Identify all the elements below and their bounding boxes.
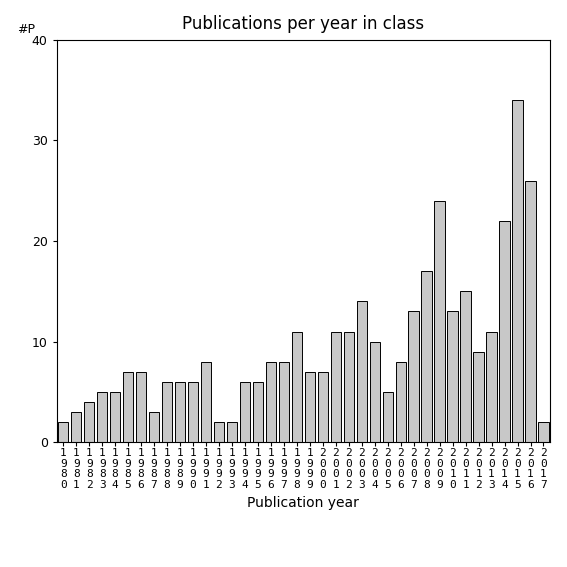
Bar bbox=[525, 180, 536, 442]
Bar bbox=[473, 352, 484, 442]
Bar bbox=[240, 382, 250, 442]
Text: #P: #P bbox=[17, 23, 35, 36]
Bar bbox=[460, 291, 471, 442]
Bar bbox=[434, 201, 445, 442]
Bar bbox=[110, 392, 120, 442]
Bar bbox=[188, 382, 198, 442]
Bar bbox=[304, 372, 315, 442]
Bar bbox=[344, 332, 354, 442]
Bar bbox=[58, 422, 69, 442]
Bar bbox=[149, 412, 159, 442]
Bar bbox=[538, 422, 549, 442]
Bar bbox=[447, 311, 458, 442]
Bar bbox=[253, 382, 263, 442]
Bar bbox=[175, 382, 185, 442]
Bar bbox=[84, 402, 94, 442]
Bar bbox=[331, 332, 341, 442]
X-axis label: Publication year: Publication year bbox=[247, 496, 359, 510]
Bar bbox=[383, 392, 393, 442]
Bar bbox=[162, 382, 172, 442]
Bar bbox=[396, 362, 406, 442]
Bar bbox=[318, 372, 328, 442]
Bar bbox=[421, 271, 432, 442]
Bar bbox=[123, 372, 133, 442]
Bar bbox=[291, 332, 302, 442]
Bar bbox=[357, 302, 367, 442]
Bar bbox=[97, 392, 107, 442]
Bar bbox=[513, 100, 523, 442]
Title: Publications per year in class: Publications per year in class bbox=[182, 15, 425, 32]
Bar bbox=[370, 341, 380, 442]
Bar bbox=[201, 362, 211, 442]
Bar bbox=[500, 221, 510, 442]
Bar bbox=[71, 412, 82, 442]
Bar bbox=[214, 422, 224, 442]
Bar bbox=[486, 332, 497, 442]
Bar bbox=[408, 311, 419, 442]
Bar bbox=[266, 362, 276, 442]
Bar bbox=[227, 422, 237, 442]
Bar bbox=[278, 362, 289, 442]
Bar bbox=[136, 372, 146, 442]
